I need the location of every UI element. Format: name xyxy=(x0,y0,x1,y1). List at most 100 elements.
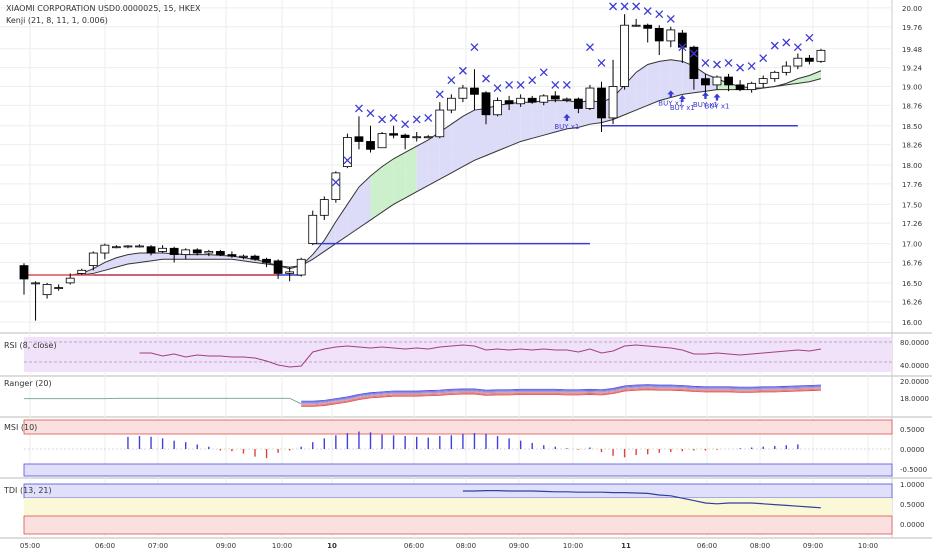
candle-body xyxy=(192,249,202,254)
indicator-label: Kenji (21, 8, 11, 1, 0.006) xyxy=(6,16,108,25)
candle-body xyxy=(123,245,133,248)
x-marker xyxy=(562,80,571,89)
x-marker xyxy=(516,80,525,89)
candle-body xyxy=(527,97,537,103)
x-marker xyxy=(412,115,421,124)
x-marker xyxy=(609,2,618,11)
candle-body xyxy=(215,251,225,255)
buy-arrow xyxy=(678,95,686,103)
price-tick-label: 18.50 xyxy=(902,123,922,131)
price-tick-label: 16.00 xyxy=(902,319,922,327)
rsi-label: RSI (8, close) xyxy=(4,341,57,350)
band-fill-segment xyxy=(116,254,128,268)
time-tick-label: 07:00 xyxy=(148,542,168,550)
candle-body xyxy=(793,57,803,67)
candle-body xyxy=(319,199,329,216)
x-marker xyxy=(331,178,340,187)
candle-body xyxy=(539,95,549,103)
candle-body xyxy=(77,269,87,274)
ranger-tick-18: 18.0000 xyxy=(900,395,929,403)
time-tick-label: 06:00 xyxy=(404,542,424,550)
price-tick-label: 17.26 xyxy=(902,220,923,228)
msi-tick-m05: -0.5000 xyxy=(900,466,927,474)
x-marker xyxy=(389,113,398,122)
price-tick-label: 19.00 xyxy=(902,83,922,91)
candle-body xyxy=(227,254,237,257)
x-marker xyxy=(643,7,652,16)
band-lower-line xyxy=(24,78,822,276)
price-tick-label: 18.00 xyxy=(902,162,922,170)
candle-body xyxy=(423,136,433,139)
time-tick-label: 08:00 xyxy=(750,542,770,550)
tdi-tick-05: 0.5000 xyxy=(900,501,925,509)
x-marker xyxy=(482,74,490,83)
candle-body xyxy=(42,284,52,296)
buy-signal-label: BUY x1 xyxy=(704,102,729,110)
price-tick-label: 18.76 xyxy=(902,102,923,110)
tdi-line xyxy=(462,490,821,509)
ranger-label: Ranger (20) xyxy=(4,379,52,388)
band-fill-segment xyxy=(659,59,671,101)
band-fill-segment xyxy=(208,254,221,260)
tdi-upper-zone xyxy=(23,483,893,499)
time-tick-label: 09:00 xyxy=(216,542,236,550)
x-marker xyxy=(632,2,641,11)
x-marker xyxy=(655,10,664,19)
time-tick-label: 10:00 xyxy=(272,542,292,550)
x-marker xyxy=(470,43,479,52)
time-tick-label: 09:00 xyxy=(509,542,529,550)
band-fill-segment xyxy=(151,253,163,261)
band-fill-segment xyxy=(335,204,348,244)
band-fill-segment xyxy=(185,254,198,260)
price-tick-label: 17.00 xyxy=(902,241,922,249)
candle-body xyxy=(88,252,98,266)
band-fill-segment xyxy=(104,257,117,271)
x-marker xyxy=(793,43,802,52)
tdi-tick-1: 1.0000 xyxy=(900,481,925,489)
candle-body xyxy=(285,271,295,274)
msi-lower-zone xyxy=(23,463,893,477)
price-tick-label: 19.76 xyxy=(902,24,923,32)
candle-body xyxy=(689,46,699,80)
candle-body xyxy=(400,134,410,138)
candle-body xyxy=(54,287,64,289)
x-marker xyxy=(597,58,606,67)
x-marker xyxy=(620,2,629,11)
band-fill-segment xyxy=(382,158,394,213)
band-fill-segment xyxy=(451,116,463,173)
time-tick-label: 09:00 xyxy=(803,542,823,550)
time-tick-label: 10 xyxy=(327,542,337,550)
band-fill-segment xyxy=(532,100,544,139)
band-upper-line xyxy=(24,59,822,276)
x-marker xyxy=(424,113,433,122)
candle-body xyxy=(262,258,271,263)
candle-body xyxy=(597,87,606,119)
x-marker xyxy=(678,43,687,52)
band-fill-segment xyxy=(197,254,209,260)
candle-body xyxy=(31,282,40,285)
x-marker xyxy=(689,49,698,58)
x-marker xyxy=(666,14,675,23)
buy-arrow xyxy=(667,90,675,98)
price-tick-label: 16.76 xyxy=(902,259,923,267)
x-marker xyxy=(528,76,537,85)
band-fill-segment xyxy=(555,100,567,133)
time-tick-label: 10:00 xyxy=(858,542,878,550)
price-tick-label: 17.76 xyxy=(902,181,923,189)
candle-body xyxy=(712,76,722,86)
band-fill-segment xyxy=(428,132,440,186)
x-marker xyxy=(701,58,710,67)
band-fill-segment xyxy=(670,59,683,98)
buy-signal-label: BUY x1 xyxy=(658,99,683,107)
time-tick-label: 06:00 xyxy=(95,542,115,550)
candle-body xyxy=(516,97,526,105)
price-tick-label: 16.50 xyxy=(902,280,922,288)
band-fill-segment xyxy=(347,187,359,236)
ranger-tick-20: 20.0000 xyxy=(900,378,929,386)
band-fill-segment xyxy=(416,139,429,192)
candle-body xyxy=(608,86,618,119)
band-fill-segment xyxy=(520,102,533,142)
band-fill-segment xyxy=(174,253,186,260)
candle-body xyxy=(550,95,560,100)
candle-body xyxy=(643,24,653,29)
